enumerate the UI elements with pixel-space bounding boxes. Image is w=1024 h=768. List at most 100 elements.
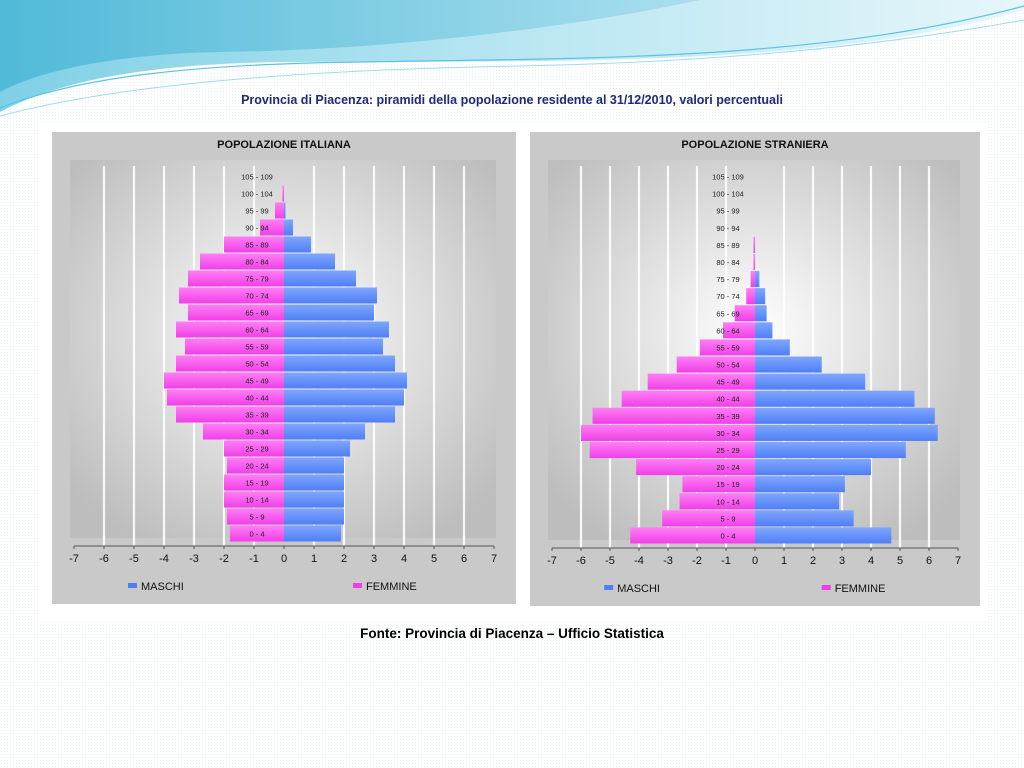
age-label: 80 - 84 bbox=[245, 258, 268, 267]
x-tick-label: 1 bbox=[781, 555, 787, 567]
age-label: 55 - 59 bbox=[716, 343, 739, 352]
bar-maschi-14 bbox=[755, 288, 766, 305]
bar-femmine-18 bbox=[260, 219, 284, 236]
legend-swatch-femmine bbox=[821, 585, 831, 590]
bar-maschi-10 bbox=[284, 355, 395, 372]
x-tick-label: 0 bbox=[752, 555, 758, 567]
age-label: 25 - 29 bbox=[245, 445, 268, 454]
bar-maschi-9 bbox=[284, 372, 407, 389]
age-label: 85 - 89 bbox=[716, 241, 739, 250]
bar-maschi-13 bbox=[284, 304, 374, 321]
x-tick-label: 4 bbox=[868, 555, 874, 567]
bar-maschi-18 bbox=[284, 219, 293, 236]
age-label: 55 - 59 bbox=[245, 343, 268, 352]
bar-femmine-4 bbox=[636, 459, 755, 476]
bar-femmine-14 bbox=[746, 288, 755, 305]
age-label: 15 - 19 bbox=[245, 479, 268, 488]
pyramid-chart-italiana: POPOLAZIONE ITALIANA 0 - 4 5 - 9 10 - 14 15 … bbox=[52, 132, 516, 604]
legend-label-femmine: FEMMINE bbox=[835, 583, 886, 595]
bar-maschi-6 bbox=[284, 423, 365, 440]
bar-femmine-20 bbox=[282, 185, 284, 202]
age-label: 40 - 44 bbox=[716, 395, 739, 404]
age-label: 90 - 94 bbox=[245, 224, 268, 233]
age-label: 95 - 99 bbox=[716, 207, 739, 216]
bar-maschi-3 bbox=[755, 476, 845, 493]
age-label: 20 - 24 bbox=[716, 463, 739, 472]
x-tick-label: -5 bbox=[605, 555, 615, 567]
x-tick-label: -4 bbox=[634, 555, 644, 567]
bar-maschi-11 bbox=[755, 339, 790, 356]
x-tick-label: 6 bbox=[926, 555, 932, 567]
bar-maschi-2 bbox=[284, 491, 344, 508]
x-tick-label: -4 bbox=[159, 553, 169, 565]
age-label: 50 - 54 bbox=[716, 361, 739, 370]
x-tick-label: -3 bbox=[189, 553, 199, 565]
x-tick-label: -1 bbox=[721, 555, 731, 567]
bar-maschi-0 bbox=[284, 525, 341, 542]
bar-femmine-16 bbox=[753, 253, 755, 271]
x-tick-label: -7 bbox=[69, 553, 79, 565]
legend-swatch-maschi bbox=[128, 583, 137, 588]
bar-maschi-7 bbox=[755, 407, 935, 424]
x-tick-label: 0 bbox=[281, 553, 287, 565]
x-tick-label: 7 bbox=[491, 553, 497, 565]
bar-femmine-0 bbox=[230, 525, 284, 542]
bar-maschi-16 bbox=[284, 253, 335, 270]
bar-femmine-15 bbox=[188, 270, 284, 287]
bar-maschi-17 bbox=[284, 236, 311, 253]
bar-femmine-1 bbox=[227, 508, 284, 525]
bar-maschi-12 bbox=[755, 322, 773, 339]
bar-maschi-15 bbox=[284, 270, 356, 287]
source-note: Fonte: Provincia di Piacenza – Ufficio S… bbox=[360, 626, 664, 641]
bar-femmine-1 bbox=[662, 510, 755, 527]
x-tick-label: -6 bbox=[576, 555, 586, 567]
bar-femmine-6 bbox=[203, 423, 284, 440]
legend-label-maschi: MASCHI bbox=[617, 583, 660, 595]
bar-maschi-8 bbox=[755, 390, 915, 407]
x-tick-label: 2 bbox=[810, 555, 816, 567]
bar-femmine-8 bbox=[621, 390, 755, 407]
age-label: 65 - 69 bbox=[716, 309, 739, 318]
bar-femmine-3 bbox=[224, 474, 284, 491]
bar-femmine-3 bbox=[682, 476, 755, 493]
age-label: 35 - 39 bbox=[245, 411, 268, 420]
bar-femmine-2 bbox=[679, 493, 755, 510]
bar-maschi-15 bbox=[755, 271, 760, 288]
bar-femmine-5 bbox=[224, 440, 284, 457]
x-tick-label: -3 bbox=[663, 555, 673, 567]
x-tick-label: 5 bbox=[431, 553, 437, 565]
bar-femmine-12 bbox=[723, 322, 755, 339]
chart-title: POPOLAZIONE ITALIANA bbox=[217, 139, 351, 151]
age-label: 0 - 4 bbox=[720, 531, 735, 540]
age-label: 60 - 64 bbox=[245, 326, 268, 335]
age-label: 40 - 44 bbox=[245, 394, 268, 403]
x-tick-label: 3 bbox=[839, 555, 845, 567]
bar-femmine-10 bbox=[676, 356, 755, 373]
bar-maschi-3 bbox=[284, 474, 344, 491]
bar-femmine-9 bbox=[647, 373, 755, 390]
bar-femmine-8 bbox=[167, 389, 284, 406]
age-label: 80 - 84 bbox=[716, 258, 739, 267]
bar-maschi-4 bbox=[755, 459, 871, 476]
bar-maschi-0 bbox=[755, 527, 892, 544]
bar-maschi-1 bbox=[284, 508, 344, 525]
age-label: 45 - 49 bbox=[716, 378, 739, 387]
bar-maschi-1 bbox=[755, 510, 854, 527]
bar-femmine-16 bbox=[200, 253, 284, 270]
bar-maschi-12 bbox=[284, 321, 389, 338]
x-tick-label: -5 bbox=[129, 553, 139, 565]
bar-maschi-6 bbox=[755, 424, 938, 441]
bar-maschi-4 bbox=[284, 457, 344, 474]
bar-femmine-0 bbox=[630, 527, 755, 544]
bar-femmine-19 bbox=[275, 202, 284, 219]
bar-femmine-13 bbox=[188, 304, 284, 321]
bar-femmine-5 bbox=[589, 441, 755, 459]
x-tick-label: 2 bbox=[341, 553, 347, 565]
bar-maschi-7 bbox=[284, 406, 395, 423]
age-label: 85 - 89 bbox=[245, 241, 268, 250]
age-label: 30 - 34 bbox=[245, 428, 268, 437]
legend-swatch-maschi bbox=[604, 585, 614, 590]
bar-maschi-5 bbox=[284, 440, 350, 457]
bar-femmine-6 bbox=[581, 424, 755, 441]
